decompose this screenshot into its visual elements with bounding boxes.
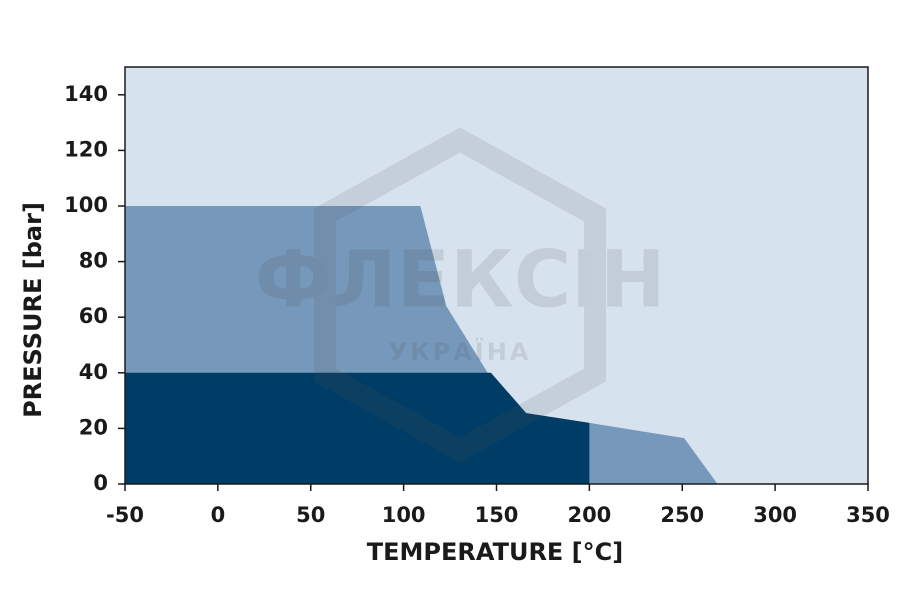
y-tick-label: 40	[79, 360, 108, 384]
y-tick-label: 60	[79, 304, 108, 328]
y-tick-label: 0	[93, 471, 108, 495]
x-tick-label: -50	[106, 503, 144, 527]
x-tick-label: 50	[296, 503, 325, 527]
x-tick-label: 0	[211, 503, 226, 527]
watermark-hexagon	[314, 127, 606, 463]
x-tick-label: 150	[475, 503, 519, 527]
watermark-subtitle: УКРАЇНА	[389, 337, 532, 366]
x-tick-label: 350	[846, 503, 890, 527]
y-tick-label: 140	[64, 82, 108, 106]
x-tick-label: 200	[567, 503, 611, 527]
x-tick-label: 100	[382, 503, 426, 527]
y-tick-label: 120	[64, 137, 108, 161]
area	[125, 372, 590, 484]
x-tick-label: 300	[753, 503, 797, 527]
watermark-title: ФЛЕКСІН	[255, 235, 666, 325]
watermark: ФЛЕКСІН УКРАЇНА	[255, 127, 666, 463]
y-tick-label: 20	[79, 415, 108, 439]
x-tick-label: 250	[660, 503, 704, 527]
x-axis-label: TEMPERATURE [°C]	[367, 538, 623, 566]
y-tick-label: 80	[79, 249, 108, 273]
y-axis-label: PRESSURE [bar]	[19, 202, 47, 418]
y-tick-label: 100	[64, 193, 108, 217]
